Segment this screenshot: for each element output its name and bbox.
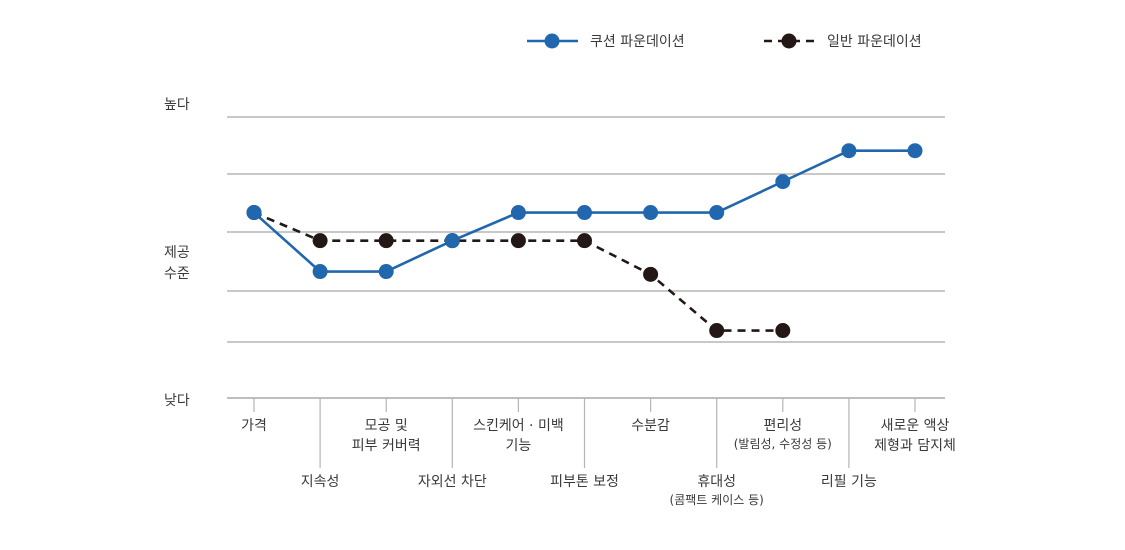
x-tick-label: 스킨케어 · 미백 — [473, 418, 564, 434]
x-tick-sublabel: (발림성, 수정성 등) — [734, 437, 832, 451]
x-tick-label: 제형과 담지체 — [874, 438, 956, 454]
data-point-cushion — [246, 205, 262, 221]
data-point-general — [643, 266, 659, 282]
data-point-cushion — [709, 205, 725, 221]
data-point-general — [378, 233, 394, 249]
legend-marker — [544, 33, 560, 49]
x-tick-sublabel: (콤팩트 케이스 등) — [670, 493, 764, 507]
data-point-cushion — [312, 264, 328, 280]
y-label-low: 낮다 — [164, 393, 190, 409]
data-point-cushion — [378, 264, 394, 280]
legend-label: 일반 파운데이션 — [827, 34, 922, 50]
x-tick-label: 모공 및 — [365, 418, 408, 434]
data-point-general — [709, 323, 725, 339]
x-tick-label: 편리성 — [763, 418, 802, 434]
series-group — [246, 143, 923, 339]
x-tick-label: 피부톤 보정 — [550, 474, 619, 490]
x-tick-label: 수분감 — [631, 418, 670, 434]
x-tick-label: 자외선 차단 — [418, 474, 487, 490]
y-label-high: 높다 — [164, 97, 190, 113]
x-tick-label: 지속성 — [301, 474, 340, 490]
data-point-cushion — [577, 205, 592, 221]
data-point-cushion — [444, 233, 460, 249]
legend-item: 쿠션 파운데이션 — [527, 33, 685, 50]
x-tick-label: 리필 기능 — [821, 474, 877, 490]
y-axis: 높다 제공 수준 낮다 — [164, 97, 190, 409]
gridlines — [227, 116, 945, 399]
data-point-general — [775, 323, 791, 339]
legend-item: 일반 파운데이션 — [764, 33, 922, 50]
data-point-general — [312, 233, 328, 249]
data-point-cushion — [510, 205, 526, 221]
data-point-cushion — [775, 174, 791, 190]
data-point-general — [577, 233, 592, 249]
data-point-cushion — [841, 143, 857, 159]
data-point-general — [510, 233, 526, 249]
data-point-cushion — [643, 205, 659, 221]
x-tick-label: 가격 — [241, 418, 267, 434]
y-label-level-2: 수준 — [164, 266, 190, 282]
y-label-level-1: 제공 — [164, 245, 190, 261]
x-tick-label: 새로운 액상 — [881, 418, 950, 434]
x-tick-label: 기능 — [506, 438, 532, 454]
legend-marker — [781, 33, 797, 49]
data-point-cushion — [907, 143, 923, 159]
legend: 쿠션 파운데이션 일반 파운데이션 — [527, 33, 922, 50]
x-tick-label: 피부 커버력 — [352, 438, 421, 454]
x-tick-label: 휴대성 — [697, 474, 736, 490]
legend-label: 쿠션 파운데이션 — [590, 34, 685, 50]
